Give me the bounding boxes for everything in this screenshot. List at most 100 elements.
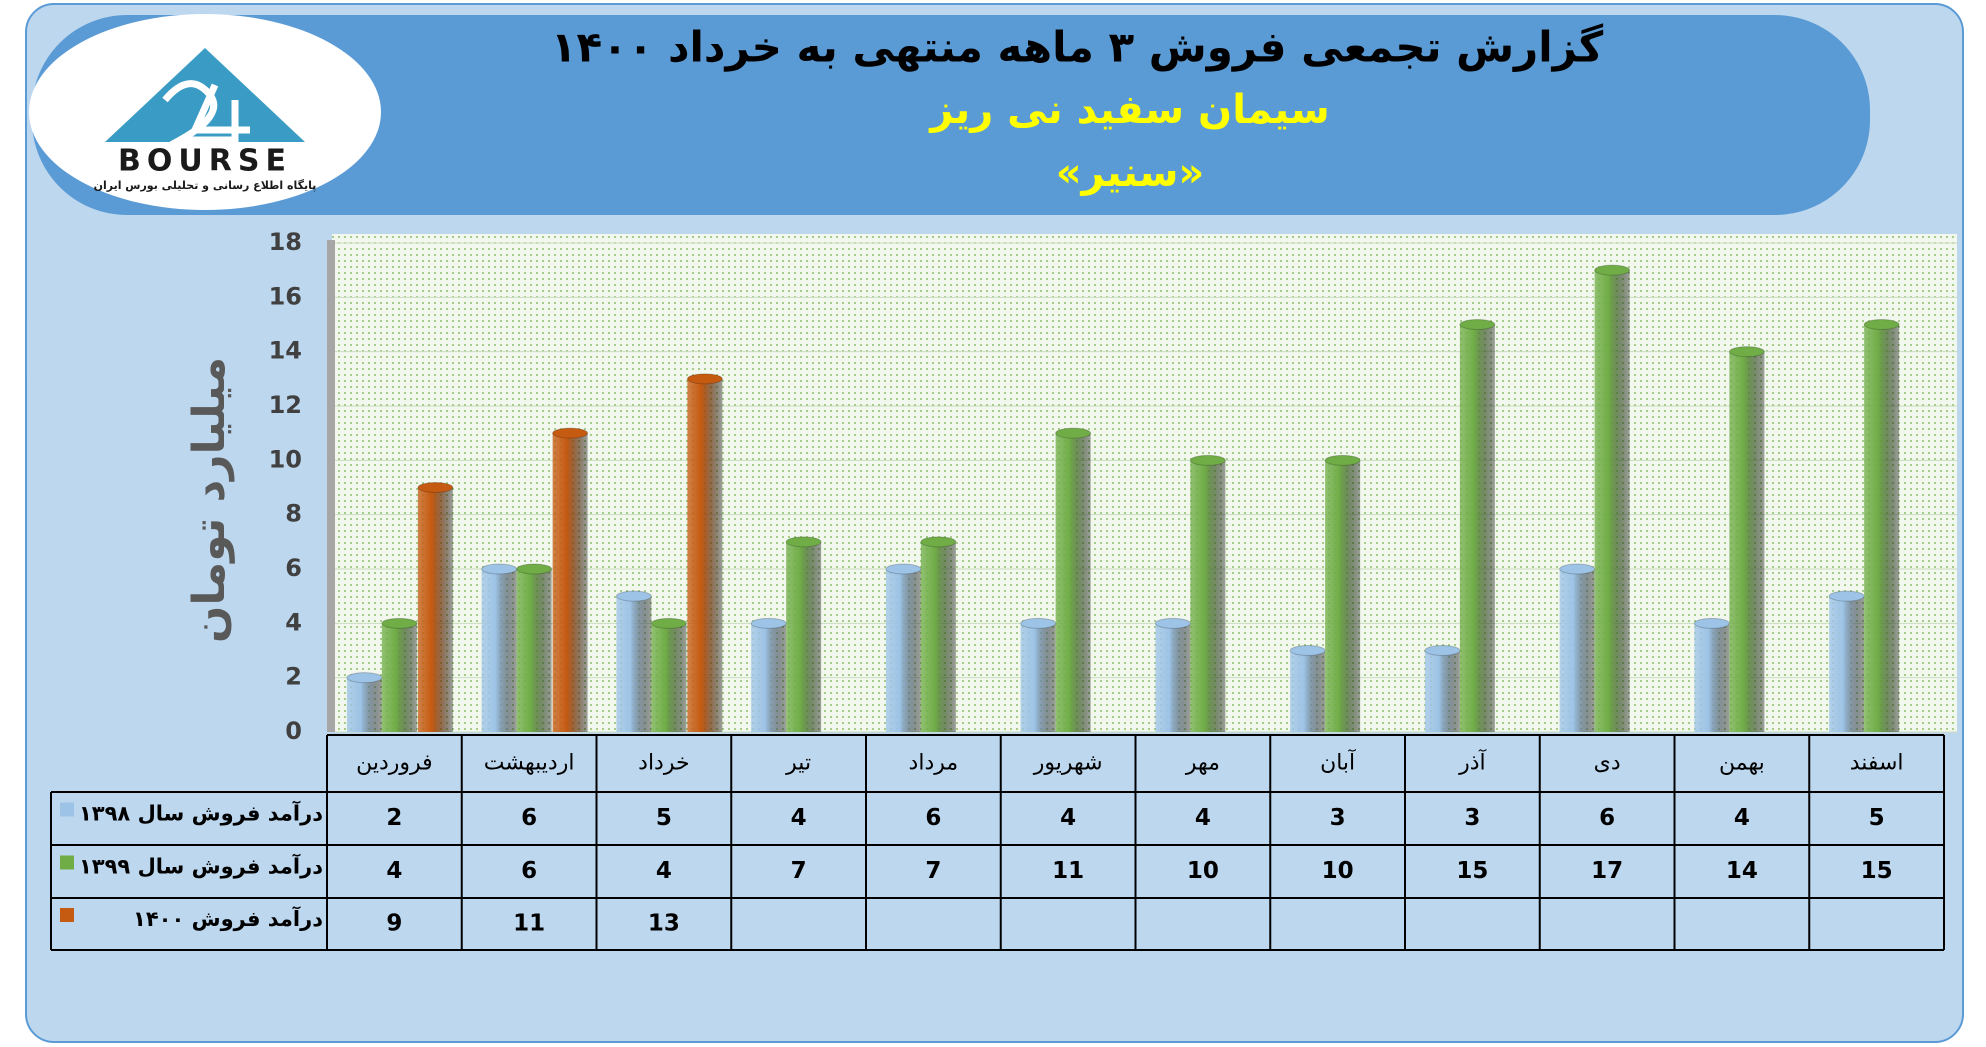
bar-cap [417,482,454,493]
bar-cap [1728,346,1765,358]
bar-cap [785,536,822,548]
bar [1559,569,1595,732]
bar-cap [1020,617,1057,629]
data-label: 3 [1330,805,1346,831]
bar-cap [750,617,787,629]
chart-subtitle: سیمان سفید نی ریز [928,87,1329,133]
bar [1020,623,1056,732]
bar [481,569,517,732]
bar [1864,324,1900,732]
data-label: 7 [791,858,807,884]
y-tick-label: 18 [269,228,302,256]
bar [1325,460,1361,732]
bar-cap [1154,617,1191,629]
x-tick-label: خرداد [638,751,689,776]
bar-cap [1189,454,1226,466]
bar-cap [1424,645,1461,656]
x-tick-label: دی [1594,751,1621,776]
bar [1155,623,1191,732]
data-label: 11 [1052,858,1084,884]
x-tick-label: مهر [1185,751,1220,776]
bar [751,623,787,732]
data-label: 10 [1187,858,1219,884]
y-tick-label: 8 [285,500,302,528]
bar-cap [481,563,518,575]
bar-cap [1559,563,1596,575]
bar [1424,650,1460,732]
x-tick-label: اردیبهشت [484,751,575,776]
bar-cap [381,617,418,629]
bar-cap [1594,264,1631,276]
bar-cap [650,617,687,629]
data-label: 4 [1734,805,1750,831]
bar-cap [552,427,589,439]
legend-label: درآمد فروش سال ۱۳۹۸ [79,801,323,826]
side-wall [327,240,335,732]
data-label: 2 [386,805,402,831]
data-label: 4 [791,805,807,831]
data-label: 5 [1869,805,1885,831]
x-tick-label: شهریور [1033,751,1103,776]
data-label: 6 [521,805,537,831]
bar [786,541,822,732]
x-tick-label: تیر [785,751,811,776]
data-label: 11 [513,911,545,937]
x-tick-label: آبان [1320,749,1356,776]
bar [1290,650,1326,732]
data-label: 4 [656,858,672,884]
data-label: 7 [925,858,941,884]
plot-area [332,234,1957,732]
y-tick-label: 12 [269,391,302,419]
bar-cap [1459,319,1496,330]
logo-icon [105,48,305,145]
chart-symbol: «سنیر» [1056,150,1205,196]
data-label: 9 [386,911,402,937]
bar-cap [516,563,553,575]
logo-tagline: پایگاه اطلاع رسانی و تحلیلی بورس ایران [94,179,317,192]
data-label: 3 [1464,805,1480,831]
legend-swatch [60,908,74,922]
bar [417,487,453,732]
bar [1694,623,1730,732]
x-tick-label: اسفند [1850,751,1904,776]
bar-cap [346,672,383,684]
bar-cap [1324,454,1361,466]
bar [381,623,417,732]
bar [516,569,552,732]
header-banner [32,15,1870,215]
bar [1594,270,1630,732]
bar [1729,351,1765,732]
y-axis-title: میلیارد تومان [184,357,235,643]
bar-cap [1863,319,1900,330]
bar-cap [615,590,652,602]
y-tick-label: 6 [285,554,302,582]
data-label: 4 [1195,805,1211,831]
data-label: 15 [1456,858,1488,884]
legend-label: درآمد فروش سال ۱۳۹۹ [79,854,323,879]
data-label: 6 [925,805,941,831]
bar [1190,460,1226,732]
legend-swatch [60,855,74,870]
bar [651,623,687,732]
y-tick-label: 10 [269,445,302,473]
y-tick-label: 0 [285,717,302,745]
bar [1459,324,1495,732]
data-label: 5 [656,805,672,831]
logo-name: BOURSE [118,144,292,179]
bar [552,433,588,732]
bar-cap [1693,617,1730,629]
y-tick-label: 4 [285,608,302,636]
bar [616,596,652,732]
data-label: 14 [1726,858,1758,884]
data-label: 4 [1060,805,1076,831]
bar-cap [1289,645,1326,656]
data-label: 4 [386,858,402,884]
bar [1829,596,1865,732]
x-tick-label: آذر [1458,749,1486,776]
data-label: 13 [648,911,680,937]
y-tick-label: 2 [285,663,302,691]
x-tick-label: بهمن [1719,751,1765,776]
x-tick-label: فروردین [356,751,433,776]
